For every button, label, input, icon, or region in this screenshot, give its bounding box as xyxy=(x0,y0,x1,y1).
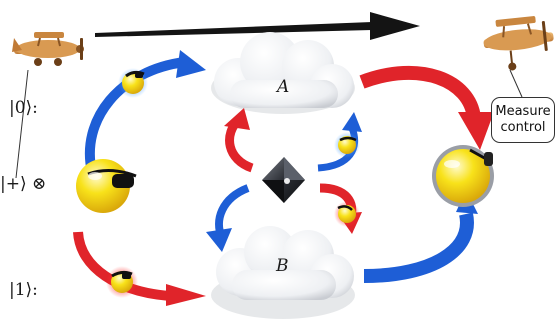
ket-zero-label: |0⟩: xyxy=(9,98,38,118)
red-arrow xyxy=(73,231,206,306)
diamond-crystal-icon xyxy=(262,157,305,203)
measure-control-box: Measure control xyxy=(491,97,555,143)
pointer-line xyxy=(509,69,523,98)
top-arrow xyxy=(95,12,420,40)
red-arrow xyxy=(224,108,254,173)
cloud-icon xyxy=(211,32,355,114)
pointer-line xyxy=(15,69,29,179)
cloud-b-label: B xyxy=(276,256,289,276)
blue-arrow xyxy=(84,50,206,174)
blue-arrow xyxy=(206,184,250,252)
control-label: control xyxy=(500,120,546,135)
cloud-icon xyxy=(211,226,355,319)
plane-icon xyxy=(483,16,554,71)
cloud-a-label: A xyxy=(277,77,290,97)
smiley-face-icon xyxy=(118,68,148,98)
measure-label: Measure xyxy=(495,104,551,119)
ket-one-label: |1⟩: xyxy=(9,280,38,300)
plane-icon xyxy=(12,32,84,66)
smiley-face-icon xyxy=(106,266,138,298)
smiley-face-icon xyxy=(334,201,360,227)
smiley-face-icon xyxy=(334,132,360,158)
ket-plus-label: |+⟩ ⊗ xyxy=(0,174,47,194)
smiley-face-icon xyxy=(76,159,137,213)
red-arrow xyxy=(359,65,494,150)
smiley-face-icon xyxy=(432,145,494,207)
